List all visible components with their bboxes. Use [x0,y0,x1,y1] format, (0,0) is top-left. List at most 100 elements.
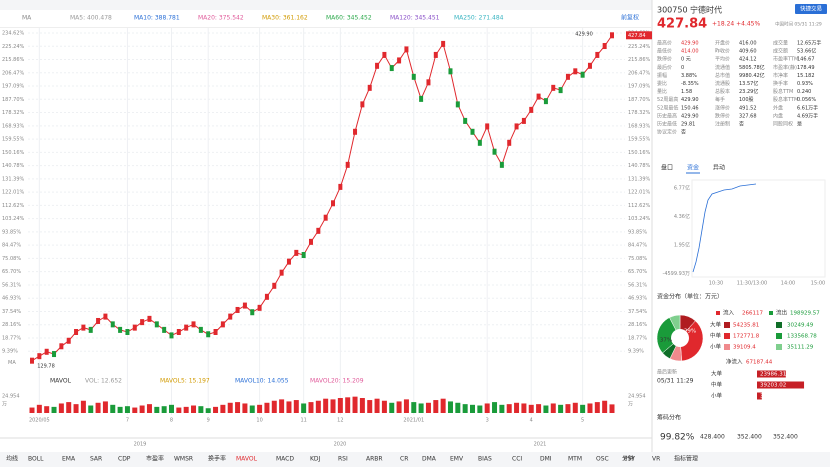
label[interactable]: SAR [90,456,102,463]
label[interactable]: 快捷交易 [800,5,822,13]
volume-bar [359,398,365,413]
candle [118,326,123,333]
candle [382,51,387,58]
label[interactable]: EMA [62,456,76,463]
label[interactable]: MACD [276,456,294,463]
label: 股息TTM [773,88,793,95]
label[interactable]: ARBR [366,456,383,463]
label: 7 [126,418,129,424]
label: 净流入 [726,358,743,366]
label: 15:00 [811,281,825,287]
label: 131.39% [628,176,650,182]
label[interactable]: DMA [422,456,437,463]
label[interactable]: 指标管理 [674,455,698,463]
candle [44,348,49,355]
label[interactable]: BIAS [478,456,492,463]
label: 开盘价 [715,40,730,47]
trade-button[interactable] [795,4,827,14]
volume-bar [470,404,476,413]
volume-bar [220,404,226,413]
label[interactable]: BOLL [28,456,44,463]
label: 0.056% [797,97,816,103]
label: 涨停价 [715,104,730,111]
label: 万 [2,402,7,408]
label[interactable]: WMSR [174,456,193,463]
volume-bar [572,402,578,413]
label: 24.954 [2,394,20,400]
volume-bar [88,405,94,413]
label: 0.240 [797,89,811,95]
label: 67187.44 [746,360,773,366]
label[interactable]: 换手率 [208,455,226,463]
volume-bar [51,406,57,413]
candle [294,249,299,256]
label: 39203.02 [760,383,786,389]
label[interactable]: CDP [118,456,131,463]
volume-bar [528,404,534,413]
label[interactable]: KDJ [310,456,321,463]
volume-bar [117,406,123,413]
label: 10:30 [709,281,723,287]
volume-bar [191,405,197,413]
label[interactable]: PSY [624,456,635,463]
label: 129.78 [37,364,55,370]
label: 协议定价 [657,129,677,136]
volume-bar [44,406,50,413]
label: 最后更新 [657,369,677,376]
label: 最低价 [657,48,672,55]
swatch [776,333,782,339]
label: MAVOL5: 15.197 [160,378,210,385]
label: 491.52 [739,105,757,111]
volume-bar [499,404,505,413]
label[interactable]: MTM [568,456,582,463]
label[interactable]: 分钟 [622,455,634,463]
label: 大单 [711,370,723,378]
candle [220,321,225,328]
label[interactable]: CCI [512,456,522,463]
label: 18.77% [628,335,647,341]
candle [88,326,93,333]
label[interactable]: MAVOL [236,456,258,463]
label: 225.24% [2,44,24,50]
volume-bar [242,403,248,413]
volume-bar [168,404,174,413]
label: 197.09% [628,84,650,90]
label: MA120: 345.451 [390,15,440,22]
label[interactable]: 均线 [6,455,18,463]
label: 429.90 [681,97,699,103]
volume-bar [161,406,167,413]
label: 103.24% [628,216,650,222]
volume-bar [301,403,307,413]
label[interactable]: DMI [540,456,552,463]
volume-bar [132,407,138,413]
label: 424.12 [739,57,757,63]
label: 0 元 [681,57,691,63]
label: 小单 [710,343,722,351]
label: 12 [337,418,343,424]
label: 市盈率TTM [773,56,798,63]
volume-bar [418,403,424,413]
label[interactable]: VR [652,456,660,463]
volume-bar [352,396,358,413]
label[interactable]: 市盈率 [146,455,164,463]
volume-bar [433,400,439,413]
label[interactable]: OSC [596,456,609,463]
label[interactable]: EMV [450,456,464,463]
volume-bar [514,402,520,413]
label[interactable]: 异动 [713,165,725,172]
candle [558,87,563,94]
candle [397,57,402,64]
price-tag [626,31,652,40]
label: 昨收价 [715,48,730,55]
label[interactable]: CR [400,456,408,463]
label[interactable]: 前复权 [621,14,639,22]
label[interactable]: RSI [338,456,348,463]
label: 是 [797,122,802,128]
volume-bar [521,403,527,413]
volume-bar [286,401,292,413]
label: 股息率TTM [773,96,798,103]
label: 198929.57 [790,311,820,317]
label[interactable]: 资金 [687,164,699,172]
label[interactable]: 盘口 [661,164,673,172]
volume-bar [227,402,233,413]
